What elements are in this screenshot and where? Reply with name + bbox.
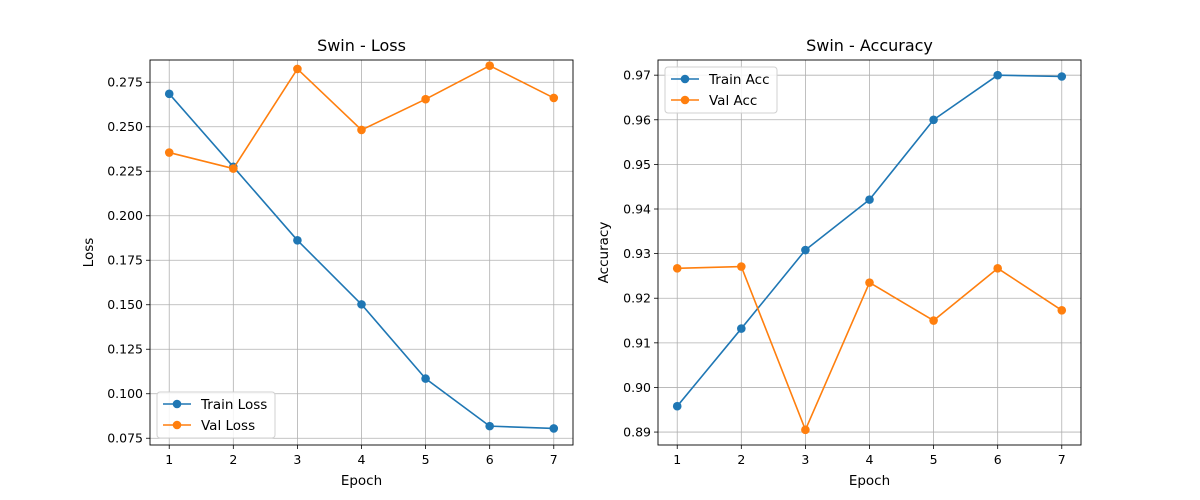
y-tick-label: 0.95 [623,157,651,172]
y-axis-label: Accuracy [596,222,612,284]
x-tick-label: 3 [801,452,809,467]
grid [150,60,573,445]
legend-label: Train Loss [200,397,267,413]
data-point [421,374,430,383]
y-tick-label: 0.96 [623,112,651,127]
legend-item: Train Acc [671,72,770,88]
data-point [164,148,174,157]
y-tick-label: 0.150 [107,297,143,312]
y-tick-label: 0.275 [107,75,143,90]
y-tick-label: 0.93 [623,246,651,261]
data-point [357,125,366,135]
series-val-loss [164,61,559,173]
y-tick-label: 0.94 [623,202,651,217]
x-tick-label: 3 [293,452,301,467]
chart-title: Swin - Loss [317,36,406,55]
y-tick-label: 0.125 [107,342,143,357]
legend: Train Loss Val Loss [156,391,276,439]
data-point [293,236,302,245]
x-tick-label: 1 [673,452,681,467]
y-tick-label: 0.100 [107,386,143,401]
data-point [929,316,938,325]
axes-frame [657,59,1082,446]
y-tick-label: 0.225 [107,164,143,179]
data-point [164,89,174,99]
data-point [549,424,559,433]
x-tick-label: 4 [866,452,874,467]
axes-frame [149,59,574,446]
x-tick-label: 2 [229,452,237,467]
data-point [865,195,874,204]
legend-item: Val Acc [671,93,757,109]
chart-panel-2: 1 2 3 4 5 6 7 0.89 0.90 0.91 0.92 0.93 0.94 0.95 0.96 0… [596,36,1082,489]
legend-item: Val Loss [163,418,255,434]
series-train-acc [672,70,1067,411]
data-point [485,61,494,70]
data-point [485,421,494,431]
y-axis-label: Loss [81,238,97,268]
legend-marker [680,95,690,105]
y-tick-label: 0.250 [107,119,143,134]
legend-label: Val Loss [201,418,255,434]
data-point [672,401,682,411]
data-point [229,164,238,173]
y-tick-label: 0.97 [623,68,651,83]
y-tick-label: 0.175 [107,253,143,268]
legend: Train Acc Val Acc [664,66,778,114]
data-point [293,64,302,74]
data-point [549,93,559,103]
data-point [801,425,810,435]
data-point [993,70,1002,80]
x-tick-label: 7 [550,452,558,467]
x-tick-label: 5 [422,452,430,467]
data-point [737,324,746,333]
data-point [929,115,938,125]
legend-marker [172,399,182,409]
y-tick-label: 0.89 [623,425,651,440]
x-axis-label: Epoch [341,473,382,489]
x-tick-label: 5 [930,452,938,467]
y-tick-label: 0.90 [623,380,651,395]
data-point [865,278,874,287]
data-point [1057,305,1067,315]
legend-label: Val Acc [709,93,757,109]
x-axis-label: Epoch [849,473,890,489]
x-tick-label: 6 [486,452,494,467]
legend-marker [680,74,690,84]
y-tick-label: 0.92 [623,291,651,306]
y-tick-label: 0.200 [107,208,143,223]
y-tick-label: 0.075 [107,431,143,446]
x-tick-label: 1 [165,452,173,467]
grid [658,60,1081,445]
y-tick-label: 0.91 [623,335,651,350]
legend-label: Train Acc [708,72,770,88]
data-point [737,262,746,271]
data-point [672,264,682,273]
series-val-acc [672,262,1067,435]
legend-marker [172,420,182,430]
data-point [993,264,1002,273]
chart-panel-1: 1 2 3 4 5 6 7 0.075 0.100 0.125 0.150 0.175 0.200 0.2… [81,36,574,489]
x-tick-label: 2 [737,452,745,467]
x-tick-label: 4 [358,452,366,467]
data-point [801,245,810,255]
x-tick-label: 7 [1058,452,1066,467]
x-tick-label: 6 [994,452,1002,467]
legend-item: Train Loss [163,397,267,413]
data-point [357,300,366,309]
data-point [421,94,430,104]
chart-title: Swin - Accuracy [806,36,933,55]
data-point [1057,72,1067,81]
